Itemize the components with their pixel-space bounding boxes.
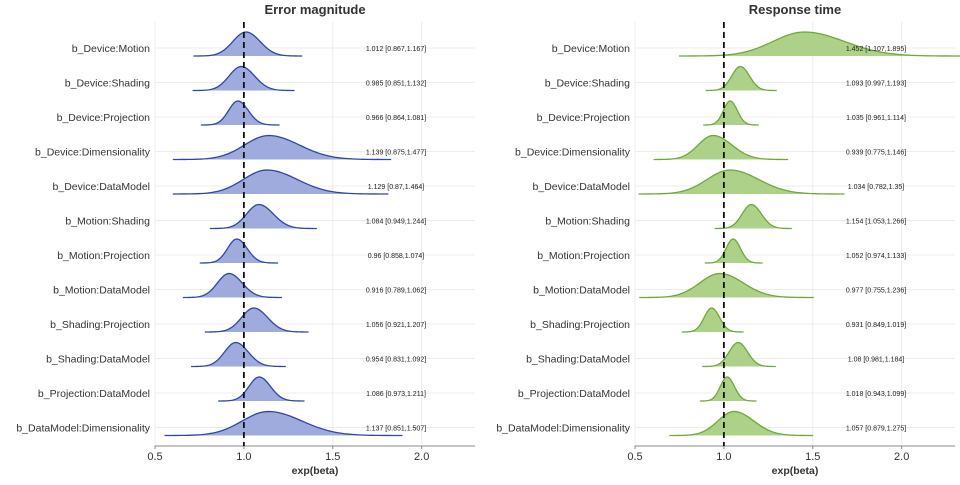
plot-area [635,22,955,446]
category-label: b_DataModel:Dimensionality [16,423,150,435]
estimate-label: 0.977 [0.755,1.236] [846,288,906,295]
category-label: b_Device:Motion [72,43,150,55]
estimate-label: 0.916 [0.789,1.062] [366,288,426,295]
category-label: b_Device:Dimensionality [35,147,151,159]
estimate-label: 0.96 [0.858,1.074] [368,253,424,260]
estimate-label: 0.954 [0.831,1.092] [366,357,426,364]
category-labels: b_Device:Motion b_Device:Shading b_Device:… [16,43,150,435]
category-label: b_Device:Projection [57,112,151,124]
estimate-label: 1.093 [0.997,1.193] [846,81,906,88]
category-label: b_Motion:Shading [545,216,630,228]
panel-error-magnitude: b_Device:Motion b_Device:Shading b_Device:… [16,2,475,477]
panel-response-time: b_Device:Motion b_Device:Shading b_Device:… [496,2,960,477]
category-label: b_Motion:Shading [65,216,150,228]
x-tick-label: 0.5 [147,451,162,463]
category-label: b_Device:Motion [552,43,630,55]
category-label: b_Projection:DataModel [518,388,630,400]
estimate-label: 0.966 [0.864,1.081] [366,115,426,122]
estimate-label: 1.154 [1.053,1.266] [846,219,906,226]
category-label: b_Shading:DataModel [526,354,630,366]
estimate-label: 1.012 [0.867,1.167] [366,46,426,53]
x-tick-label: 1.0 [716,451,731,463]
x-axis-title: exp(beta) [292,465,339,477]
x-tick-labels: 0.5 1.0 1.5 2.0 [147,446,429,463]
estimate-label: 1.129 [0.87,1.464] [368,184,424,191]
chart-title: Response time [749,2,841,17]
x-tick-label: 2.0 [894,451,909,463]
estimate-label: 1.137 [0.851,1.507] [366,426,426,433]
estimate-label: 1.018 [0.943,1.099] [846,391,906,398]
x-tick-label: 1.5 [805,451,820,463]
category-label: b_Projection:DataModel [38,388,150,400]
x-tick-label: 2.0 [414,451,429,463]
category-label: b_Device:Dimensionality [515,147,631,159]
estimate-label: 1.139 [0.875,1.477] [366,150,426,157]
x-tick-label: 1.0 [236,451,251,463]
estimate-label: 1.056 [0.921,1.207] [366,322,426,329]
category-label: b_Device:DataModel [53,181,150,193]
estimate-label: 1.057 [0.879,1.275] [846,426,906,433]
estimate-label: 1.052 [0.974,1.133] [846,253,906,260]
category-label: b_Motion:DataModel [53,285,150,297]
estimate-label: 1.035 [0.961,1.114] [846,115,906,122]
category-label: b_Shading:Projection [50,319,150,331]
x-tick-label: 0.5 [627,451,642,463]
estimate-label: 1.084 [0.949,1.244] [366,219,426,226]
category-label: b_Device:Shading [65,78,150,90]
category-labels: b_Device:Motion b_Device:Shading b_Device:… [496,43,630,435]
estimate-label: 0.931 [0.849,1.019] [846,322,906,329]
category-label: b_Shading:DataModel [46,354,150,366]
estimate-label: 0.985 [0.851,1.132] [366,81,426,88]
plot-area [155,22,475,446]
estimate-label: 0.939 [0.775,1.146] [846,150,906,157]
x-tick-labels: 0.5 1.0 1.5 2.0 [627,446,909,463]
category-label: b_Motion:Projection [57,250,150,262]
estimate-label: 1.034 [0.782,1.35] [848,184,904,191]
category-label: b_Motion:DataModel [533,285,630,297]
category-label: b_Shading:Projection [530,319,630,331]
category-label: b_Motion:Projection [537,250,630,262]
x-tick-label: 1.5 [325,451,340,463]
category-label: b_Device:Shading [545,78,630,90]
category-label: b_DataModel:Dimensionality [496,423,630,435]
category-label: b_Device:Projection [537,112,631,124]
estimate-label: 1.08 [0.981,1.184] [848,357,904,364]
category-label: b_Device:DataModel [533,181,630,193]
estimate-label: 1.452 [1.107,1.895] [846,46,906,53]
chart-title: Error magnitude [264,2,365,17]
x-axis-title: exp(beta) [772,465,819,477]
estimate-label: 1.086 [0.973,1.211] [366,391,426,398]
